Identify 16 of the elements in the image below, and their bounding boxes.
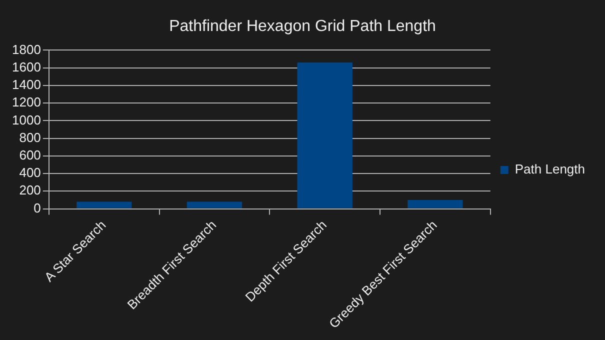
y-tick-label: 400: [19, 165, 41, 180]
y-tick-label: 0: [34, 200, 41, 216]
bar: [408, 200, 463, 208]
y-tick-label: 1400: [12, 77, 41, 92]
bar: [186, 202, 242, 208]
y-tick-label: 600: [19, 147, 41, 162]
bar: [297, 62, 352, 208]
y-tick-label: 1200: [12, 94, 41, 110]
y-tick-label: 800: [19, 130, 41, 145]
y-tick-label: 1000: [12, 112, 41, 128]
legend-label: Path Length: [514, 162, 586, 177]
chart-title: Pathfinder Hexagon Grid Path Length: [169, 18, 436, 36]
y-tick-label: 1600: [12, 59, 41, 74]
y-tick-label: 200: [19, 182, 41, 198]
bar: [76, 202, 132, 208]
y-tick-label: 1800: [12, 42, 41, 57]
